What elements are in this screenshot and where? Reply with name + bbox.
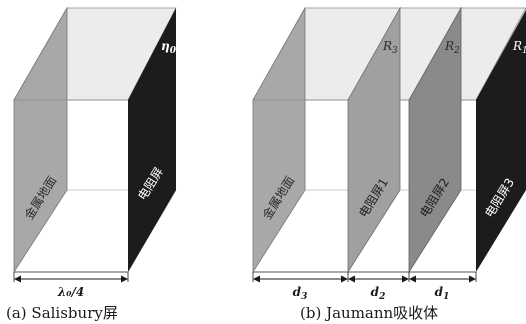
panel-b-resistive-screen-2: [408, 6, 462, 274]
panel-b-metal-ground: [252, 6, 306, 274]
panel-b-screen-1-resistance: R3: [382, 39, 398, 56]
panel-a-dimension-label: λ₀/4: [57, 285, 84, 299]
panel-b-caption: (b) Jaumann吸收体: [300, 304, 438, 322]
panel-a-impedance-label: η0: [161, 39, 177, 56]
panel-b-resistive-screen-3: [476, 10, 526, 272]
panel-a-metal-ground: [13, 6, 68, 274]
panel-b-screen-3-resistance: R1: [512, 39, 526, 56]
panel-b-resistive-screen-1: [347, 6, 401, 274]
panel-b-dimension-label-d1: d1: [435, 285, 450, 302]
panel-b-dimension-label-d2: d2: [371, 285, 386, 302]
panel-b-jaumann: 金属地面 电阻屏1 电阻屏2 电阻屏3 R3 R2 R1 d3 d2 d1: [252, 6, 526, 322]
panel-a-caption: (a) Salisbury屏: [6, 304, 118, 322]
panel-b-dimension-label-d3: d3: [293, 285, 308, 302]
panel-b-screen-2-resistance: R2: [444, 39, 460, 56]
panel-a-salisbury: 金属地面 电阻屏 η0 λ₀/4 (a) Salisbury屏: [6, 6, 177, 322]
panel-a-resistive-screen: [128, 8, 176, 272]
